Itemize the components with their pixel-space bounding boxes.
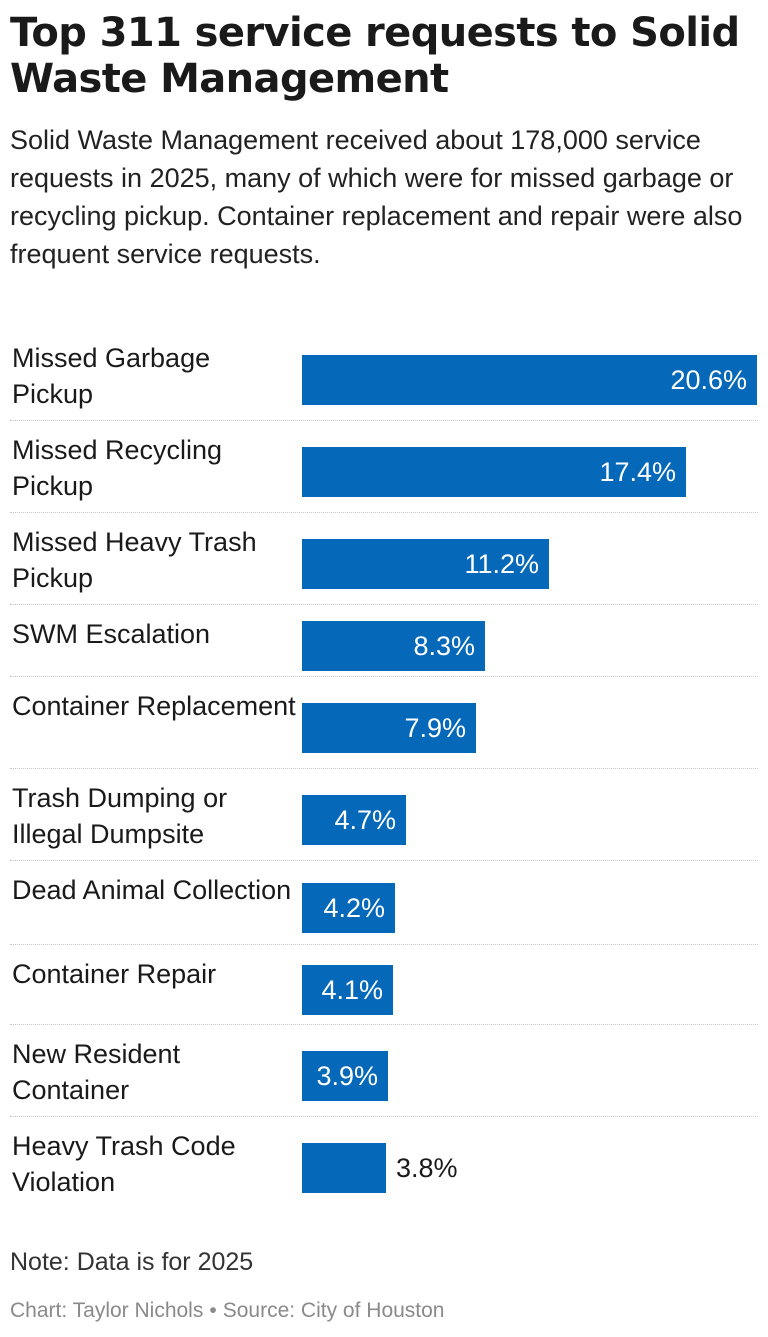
bar [302,795,406,845]
category-label: Missed Recycling Pickup [12,435,223,501]
data-label: 20.6% [670,365,747,395]
data-label: 4.1% [321,975,383,1005]
bar [302,1051,388,1101]
category-label: Container Repair [12,959,217,989]
credit-source: Source: City of Houston [222,1299,445,1322]
bar [302,621,485,671]
row-divider [10,768,758,769]
category-label: Missed Heavy Trash Pickup [12,527,257,593]
data-label: 11.2% [464,549,539,579]
bar-chart: Missed Garbage Pickup 20.6% Missed Recycli… [0,332,768,1212]
data-label: 7.9% [404,713,466,743]
chart-title: Top 311 service requests to Solid Waste … [10,10,740,102]
data-label: 8.3% [413,631,475,661]
category-label: New Resident Container [12,1039,181,1105]
row-divider [10,604,758,605]
row-divider [10,860,758,861]
bar [302,447,686,497]
data-label: 3.9% [316,1061,378,1091]
category-label: SWM Escalation [12,619,211,649]
row-divider [10,1024,758,1025]
row-divider [10,1116,758,1117]
category-label: Missed Garbage Pickup [12,343,211,409]
credit-separator: • [209,1299,217,1322]
category-label: Dead Animal Collection [12,875,292,905]
row-divider [10,420,758,421]
row-divider [10,512,758,513]
bar [302,1143,386,1193]
bar [302,703,476,753]
row-divider [10,944,758,945]
bar [302,965,393,1015]
chart-subtitle: Solid Waste Management received about 17… [10,125,743,269]
data-label: 4.2% [323,893,385,923]
data-label: 3.8% [396,1153,458,1183]
category-label: Heavy Trash Code Violation [12,1131,236,1197]
data-label: 4.7% [334,805,396,835]
chart-note: Note: Data is for 2025 [10,1248,254,1276]
bar [302,883,395,933]
bar [302,355,757,405]
row-divider [10,676,758,677]
chart-credit: Chart: Taylor Nichols • Source: City of Ho… [10,1296,445,1326]
data-label: 17.4% [599,457,676,487]
category-label: Container Replacement [12,691,296,721]
credit-author: Chart: Taylor Nichols [10,1299,204,1322]
category-label: Trash Dumping or Illegal Dumpsite [12,783,228,849]
bar [302,539,549,589]
